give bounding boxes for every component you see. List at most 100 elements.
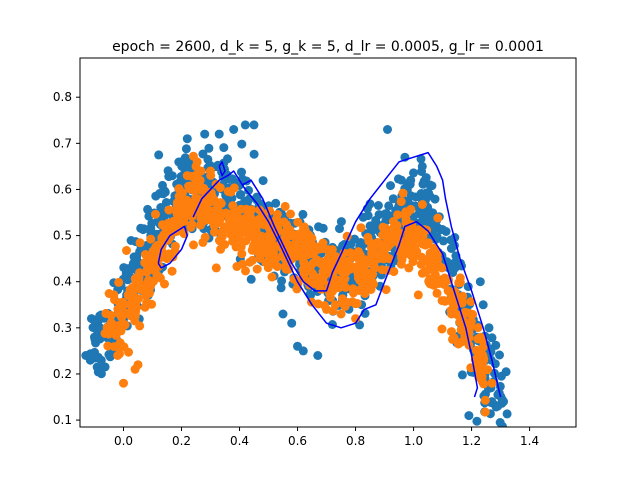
series-1-point: [237, 217, 247, 227]
series-1-point: [356, 223, 366, 233]
series-1-point: [260, 236, 270, 246]
points-layer: [81, 120, 512, 427]
contour-line-0: [192, 170, 479, 398]
series-1-point: [211, 208, 221, 217]
series-0-point: [258, 176, 268, 186]
series-0-point: [177, 157, 186, 167]
series-1-point: [299, 223, 309, 233]
series-1-point: [247, 255, 257, 265]
series-0-point: [406, 191, 416, 201]
series-0-point: [383, 125, 392, 134]
series-1-point: [449, 333, 459, 343]
series-1-point: [182, 171, 192, 181]
series-0-point: [204, 143, 214, 153]
x-tick-label: 0.2: [172, 434, 191, 448]
series-0-point: [495, 418, 505, 427]
series-0-point: [151, 191, 161, 201]
series-1-point: [413, 290, 423, 300]
x-axis: 0.0 0.2 0.4 0.6 0.8 1.0 1.2 1.4: [114, 427, 539, 448]
series-1-point: [354, 273, 364, 283]
y-tick-label: 0.7: [53, 136, 72, 150]
series-1-point: [241, 266, 250, 276]
series-1-point: [432, 288, 442, 298]
series-0-point: [96, 369, 106, 379]
series-1-point: [187, 220, 197, 230]
series-1-point: [296, 238, 306, 248]
series-1-point: [384, 254, 394, 264]
y-tick-label: 0.3: [53, 321, 72, 335]
series-0-point: [427, 181, 437, 191]
series-1-point: [191, 161, 201, 171]
series-1-point: [250, 230, 260, 240]
series-0-point: [214, 129, 224, 139]
y-tick-label: 0.6: [53, 182, 72, 196]
series-1-point: [404, 263, 414, 273]
series-1-point: [247, 216, 257, 226]
series-1-point: [377, 242, 387, 252]
series-0-point: [105, 352, 115, 362]
series-0-point: [154, 150, 164, 160]
series-0-point: [496, 371, 506, 381]
series-0-point: [277, 276, 287, 286]
series-0-point: [237, 167, 246, 177]
series-1-point: [223, 222, 233, 232]
series-1-point: [210, 227, 219, 237]
series-0-point: [126, 236, 136, 245]
contour-layer: [157, 151, 502, 398]
series-1-point: [295, 251, 305, 261]
series-1-point: [437, 324, 447, 334]
series-0-point: [158, 180, 167, 190]
series-0-point: [298, 209, 308, 219]
series-0-point: [409, 168, 418, 178]
series-0-point: [318, 223, 328, 233]
series-0-point: [161, 198, 171, 207]
series-0-point: [386, 181, 395, 191]
series-1-point: [344, 258, 354, 267]
series-0-point: [287, 318, 297, 328]
series-0-point: [143, 204, 153, 214]
series-1-point: [418, 239, 428, 249]
series-1-point: [267, 272, 277, 282]
contour-line-3: [218, 161, 226, 177]
series-0-point: [373, 201, 383, 210]
y-tick-label: 0.4: [53, 275, 72, 289]
series-0-point: [381, 215, 391, 225]
series-1-point: [201, 209, 211, 219]
series-0-point: [203, 154, 213, 164]
series-0-point: [182, 134, 192, 144]
series-1-point: [393, 210, 403, 220]
series-0-point: [81, 351, 91, 360]
series-0-point: [237, 139, 247, 149]
series-0-point: [499, 397, 508, 407]
series-0-point: [495, 350, 504, 360]
x-tick-label: 0.4: [230, 434, 249, 448]
series-1-point: [367, 277, 377, 287]
series-1-point: [437, 263, 447, 273]
series-1-point: [119, 378, 128, 388]
series-0-point: [502, 409, 512, 419]
series-1-point: [367, 243, 377, 253]
series-0-point: [478, 300, 488, 310]
series-1-point: [130, 316, 140, 326]
series-0-point: [338, 241, 348, 251]
series-1-point: [178, 212, 188, 222]
series-0-point: [124, 266, 134, 276]
series-1-point: [162, 254, 172, 264]
contour-line-2: [157, 225, 189, 269]
series-0-point: [388, 194, 398, 204]
series-1-point: [473, 323, 483, 333]
series-0-point: [422, 216, 432, 226]
chart-title: epoch = 2600, d_k = 5, g_k = 5, d_lr = 0…: [112, 39, 544, 55]
series-1-point: [228, 201, 238, 211]
series-1-point: [272, 262, 282, 272]
series-0-point: [487, 333, 497, 343]
series-1-point: [336, 309, 346, 319]
series-1-point: [473, 334, 483, 344]
series-0-point: [384, 201, 394, 211]
x-tick-label: 1.4: [520, 434, 539, 448]
series-0-point: [484, 323, 494, 333]
x-tick-label: 0.0: [114, 434, 133, 448]
series-1-point: [466, 297, 476, 307]
series-0-point: [90, 332, 99, 342]
